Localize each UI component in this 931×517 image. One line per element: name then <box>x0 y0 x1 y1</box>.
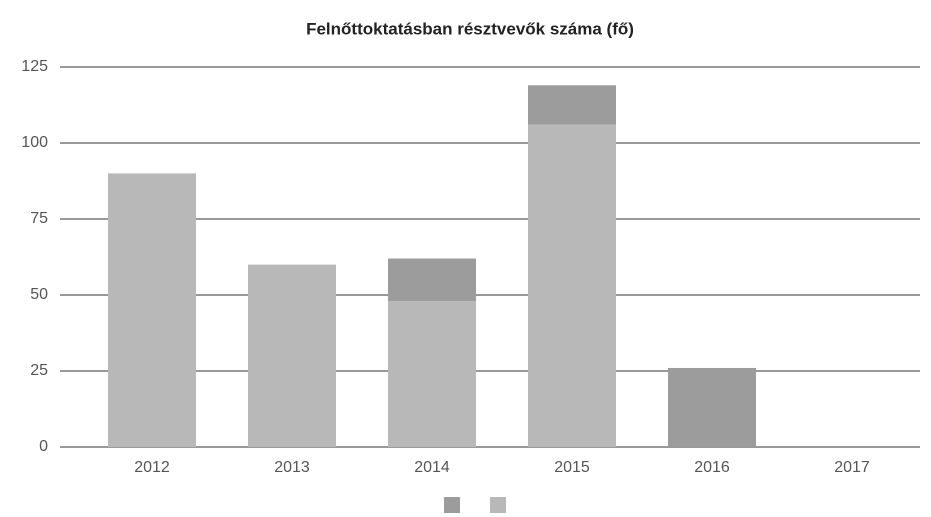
legend-swatch <box>490 497 506 513</box>
x-tick-label: 2013 <box>274 459 310 476</box>
bar <box>248 264 336 447</box>
x-tick-label: 2014 <box>414 459 450 476</box>
bar <box>528 124 616 447</box>
y-tick-label: 125 <box>21 58 48 75</box>
y-tick-label: 25 <box>30 362 48 379</box>
x-tick-label: 2015 <box>554 459 590 476</box>
legend-swatch <box>444 497 460 513</box>
chart-title: Felnőttoktatásban résztvevők száma (fő) <box>306 19 634 38</box>
y-tick-label: 75 <box>30 210 48 227</box>
y-tick-label: 100 <box>21 134 48 151</box>
bar <box>388 258 476 302</box>
x-tick-label: 2012 <box>134 459 170 476</box>
bar <box>108 173 196 447</box>
bar <box>388 301 476 447</box>
bar <box>528 85 616 125</box>
y-tick-label: 0 <box>39 438 48 455</box>
x-tick-label: 2016 <box>694 459 730 476</box>
bar <box>668 367 756 447</box>
y-tick-label: 50 <box>30 286 48 303</box>
x-tick-label: 2017 <box>834 459 870 476</box>
